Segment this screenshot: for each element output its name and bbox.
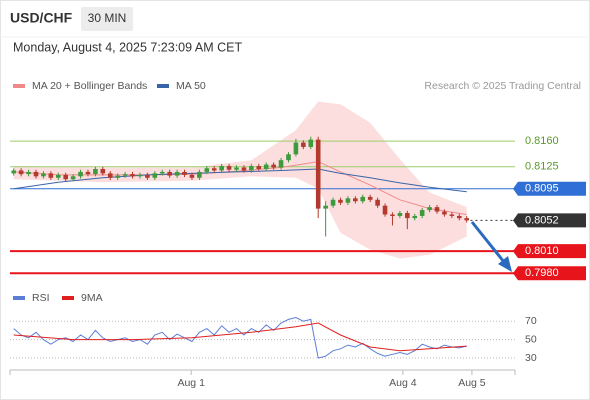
level-label: 0.8010: [525, 245, 559, 257]
candle-body: [293, 142, 299, 155]
candle-body: [167, 171, 172, 176]
candle-body: [367, 196, 373, 200]
candle-body: [115, 175, 120, 178]
level-label: 0.7980: [525, 267, 559, 279]
candle-body: [18, 170, 24, 175]
candle-body: [434, 207, 440, 212]
candle-body: [107, 173, 113, 178]
timestamp: Monday, August 4, 2025 7:23:09 AM CET: [13, 40, 242, 54]
level-label: 0.8095: [525, 183, 559, 195]
level-label-box: [513, 213, 586, 228]
y-tick-label: 70: [525, 315, 537, 327]
candle-body: [397, 213, 403, 216]
legend-swatch: [13, 84, 25, 88]
candle-body: [427, 207, 432, 211]
candle-body: [174, 171, 180, 176]
rsi-line: [13, 322, 467, 352]
candle-body: [345, 198, 351, 203]
x-tick-label: Aug 4: [389, 377, 417, 389]
candle-body: [85, 171, 91, 175]
y-tick-label: 50: [525, 333, 537, 345]
candle-body: [464, 218, 470, 221]
candle-body: [308, 139, 314, 147]
level-label-box: [513, 181, 586, 196]
candle-body: [41, 173, 46, 177]
candle-body: [330, 199, 336, 206]
legend-label: MA 20 + Bollinger Bands: [32, 80, 147, 92]
candle-body: [159, 171, 165, 174]
candle-body: [63, 174, 68, 180]
legend-swatch: [157, 84, 169, 88]
candle-body: [360, 196, 366, 202]
candle-body: [211, 168, 217, 171]
candle-body: [449, 214, 455, 216]
x-tick-label: Aug 1: [177, 377, 205, 389]
candle-body: [315, 139, 321, 209]
candle-body: [249, 166, 254, 171]
level-label: 0.8160: [525, 135, 559, 147]
candle-body: [204, 168, 210, 172]
candle-body: [130, 174, 135, 177]
interval-label[interactable]: 30 MIN: [88, 11, 127, 25]
candle-body: [338, 199, 343, 203]
candle-body: [382, 205, 388, 215]
level-label: 0.8052: [525, 214, 559, 226]
level-label-box: [513, 266, 586, 281]
candle-body: [234, 167, 239, 170]
arrow-shaft: [470, 221, 506, 263]
candle-body: [70, 176, 76, 180]
ma-line: [13, 168, 467, 193]
forecast-arrow: [470, 221, 512, 272]
candle-body: [412, 215, 418, 219]
candle-body: [256, 166, 262, 169]
candle-body: [122, 174, 128, 176]
candle-body: [271, 164, 276, 168]
candle-body: [197, 171, 202, 178]
rsi-line: [13, 316, 467, 359]
legend-label: 9MA: [81, 292, 103, 304]
candle-body: [457, 215, 462, 219]
candle-body: [182, 171, 187, 175]
symbol: USD/CHF: [10, 10, 73, 26]
candle-body: [241, 167, 247, 171]
candle-body: [152, 173, 158, 178]
candle-body: [263, 164, 269, 169]
candle-body: [278, 160, 284, 168]
arrow-head: [498, 256, 512, 272]
candle-body: [26, 171, 31, 175]
x-tick-label: Aug 5: [458, 377, 486, 389]
candle-body: [78, 171, 83, 177]
copyright: Research © 2025 Trading Central: [424, 80, 581, 92]
candle-body: [375, 199, 380, 206]
candle-body: [419, 210, 425, 216]
legend-swatch: [62, 296, 74, 300]
candle-body: [286, 154, 291, 161]
legend-label: MA 50: [176, 80, 206, 92]
candle-body: [11, 170, 17, 174]
legend-swatch: [13, 296, 25, 300]
candle-body: [33, 171, 39, 177]
candle-body: [390, 214, 395, 216]
candle-body: [301, 142, 306, 147]
candle-body: [353, 198, 358, 202]
candle-body: [219, 166, 224, 171]
candle-body: [405, 213, 410, 219]
candle-body: [226, 166, 232, 170]
candle-body: [93, 168, 98, 175]
legend-label: RSI: [32, 292, 50, 304]
level-label-box: [513, 244, 586, 259]
candle-body: [137, 174, 143, 177]
candle-body: [145, 174, 150, 178]
candle-body: [55, 174, 61, 178]
interval-button[interactable]: [81, 7, 133, 31]
candle-body: [48, 173, 54, 178]
candle-body: [100, 168, 106, 174]
candle-body: [323, 205, 328, 209]
level-label: 0.8125: [525, 161, 559, 173]
candle-body: [189, 174, 195, 178]
y-tick-label: 30: [525, 352, 537, 364]
candle-body: [442, 211, 447, 215]
